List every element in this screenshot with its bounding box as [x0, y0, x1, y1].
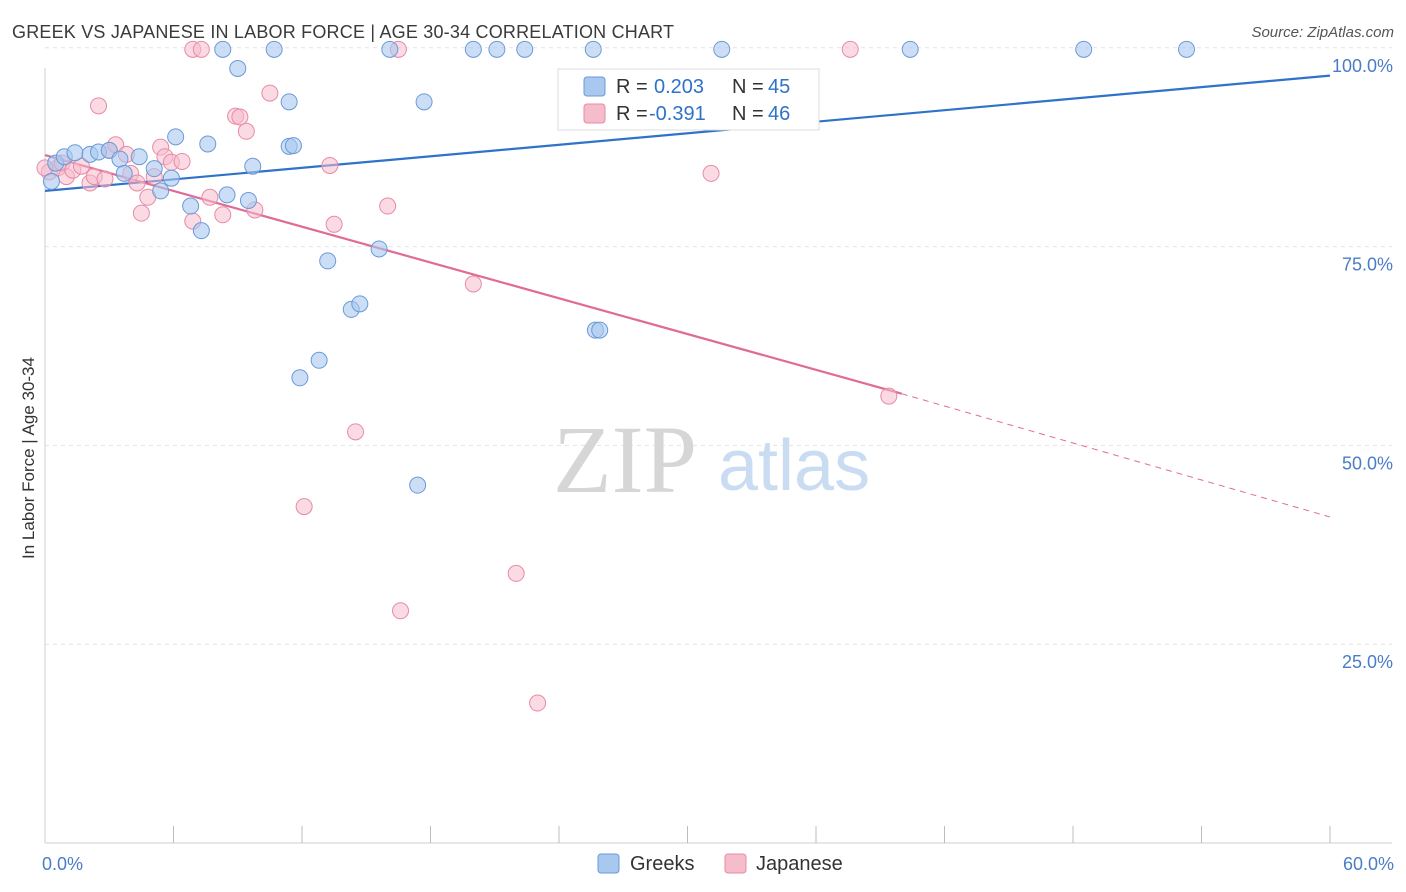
japanese-point-21: [173, 152, 191, 170]
japanese-point-28: [231, 108, 249, 126]
greek-point-26: [291, 369, 309, 387]
watermark-zip: ZIP: [553, 406, 697, 513]
watermark: ZIP atlas: [553, 406, 870, 513]
legend-japanese-swatch: [724, 853, 747, 874]
stats-japanese-n-label: N =: [732, 103, 764, 125]
legend-greeks-label: Greeks: [630, 853, 694, 875]
japanese-point-25: [201, 188, 219, 206]
stats-japanese-n-value: 46: [768, 103, 790, 125]
stats-japanese-r-value: -0.391: [649, 103, 706, 125]
greek-point-38: [584, 40, 602, 58]
greek-point-28: [319, 252, 337, 270]
chart-source: Source: ZipAtlas.com: [1251, 24, 1394, 41]
japanese-point-9: [96, 170, 114, 188]
japanese-point-15: [132, 204, 150, 222]
greek-point-14: [182, 197, 200, 215]
greek-point-22: [265, 40, 283, 58]
stats-greek-n-value: 45: [768, 76, 790, 98]
greek-point-33: [409, 476, 427, 494]
greek-point-31: [370, 240, 388, 258]
greek-point-7: [111, 150, 129, 168]
greek-point-16: [199, 135, 217, 153]
greek-point-12: [162, 169, 180, 187]
greek-point-43: [1075, 40, 1093, 58]
japanese-point-33: [321, 156, 339, 174]
x-tick-label-1: 60.0%: [1343, 854, 1394, 874]
japanese-point-36: [379, 197, 397, 215]
greek-point-35: [464, 40, 482, 58]
stats-legend: R = 0.203 N = 45 R = -0.391 N = 46: [557, 68, 820, 131]
y-tick-label-2: 75.0%: [1342, 255, 1393, 275]
greek-point-19: [229, 59, 247, 77]
greek-point-8: [115, 164, 133, 182]
japanese-point-26: [214, 206, 232, 224]
greek-point-34: [415, 93, 433, 111]
greek-point-42: [901, 40, 919, 58]
greek-point-24: [280, 93, 298, 111]
greek-point-27: [310, 351, 328, 369]
x-tick-label-0: 0.0%: [42, 854, 83, 874]
stats-greek-r-value: 0.203: [654, 76, 704, 98]
japanese-point-44: [880, 387, 898, 405]
japanese-point-24: [192, 40, 210, 58]
greek-point-41: [713, 40, 731, 58]
tick-labels: 25.0% 50.0% 75.0% 100.0% 0.0% 60.0%: [42, 56, 1394, 874]
greek-point-17: [214, 40, 232, 58]
greek-point-44: [1178, 40, 1196, 58]
y-tick-label-0: 25.0%: [1342, 652, 1393, 672]
stats-greek-r-label: R =: [616, 76, 648, 98]
legend-greeks-swatch: [597, 853, 620, 874]
y-tick-label-3: 100.0%: [1332, 56, 1393, 76]
japanese-trend-line: [44, 154, 902, 395]
japanese-point-38: [392, 602, 410, 620]
japanese-point-43: [841, 40, 859, 58]
japanese-point-29: [237, 122, 255, 140]
japanese-point-8: [90, 97, 108, 115]
greek-point-37: [516, 40, 534, 58]
greek-point-21: [244, 157, 262, 175]
japanese-trend-line-extension: [901, 393, 1331, 518]
japanese-point-14: [128, 174, 146, 192]
japanese-point-35: [347, 423, 365, 441]
japanese-point-39: [464, 275, 482, 293]
greek-point-3: [66, 144, 84, 162]
greek-point-40: [591, 321, 609, 339]
japanese-point-41: [529, 694, 547, 712]
greek-point-11: [152, 182, 170, 200]
greek-point-20: [239, 191, 257, 209]
legend-japanese-label: Japanese: [756, 853, 843, 875]
greek-point-32: [381, 40, 399, 58]
greek-point-30: [351, 295, 369, 313]
series-legend: Greeks Japanese: [597, 853, 843, 875]
japanese-point-31: [261, 84, 279, 102]
japanese-point-40: [507, 564, 525, 582]
axes-layer: [44, 68, 1392, 844]
greek-point-15: [192, 222, 210, 240]
greek-point-0: [42, 172, 60, 190]
stats-legend-greek-swatch: [583, 76, 606, 97]
japanese-point-42: [702, 164, 720, 182]
greek-point-18: [218, 186, 236, 204]
japanese-point-34: [325, 215, 343, 233]
japanese-point-32: [295, 498, 313, 516]
watermark-atlas: atlas: [718, 426, 870, 506]
chart-title: GREEK VS JAPANESE IN LABOR FORCE | AGE 3…: [12, 22, 675, 42]
greek-point-10: [145, 160, 163, 178]
greek-point-13: [167, 128, 185, 146]
stats-greek-n-label: N =: [732, 76, 764, 98]
y-tick-label-1: 50.0%: [1342, 453, 1393, 473]
points-layer: [36, 40, 1196, 712]
greek-point-36: [488, 40, 506, 58]
stats-legend-japanese-swatch: [583, 103, 606, 124]
y-axis-title: In Labor Force | Age 30-34: [19, 357, 38, 559]
greek-point-25: [284, 137, 302, 155]
greek-point-9: [130, 148, 148, 166]
stats-japanese-r-label: R =: [616, 103, 648, 125]
